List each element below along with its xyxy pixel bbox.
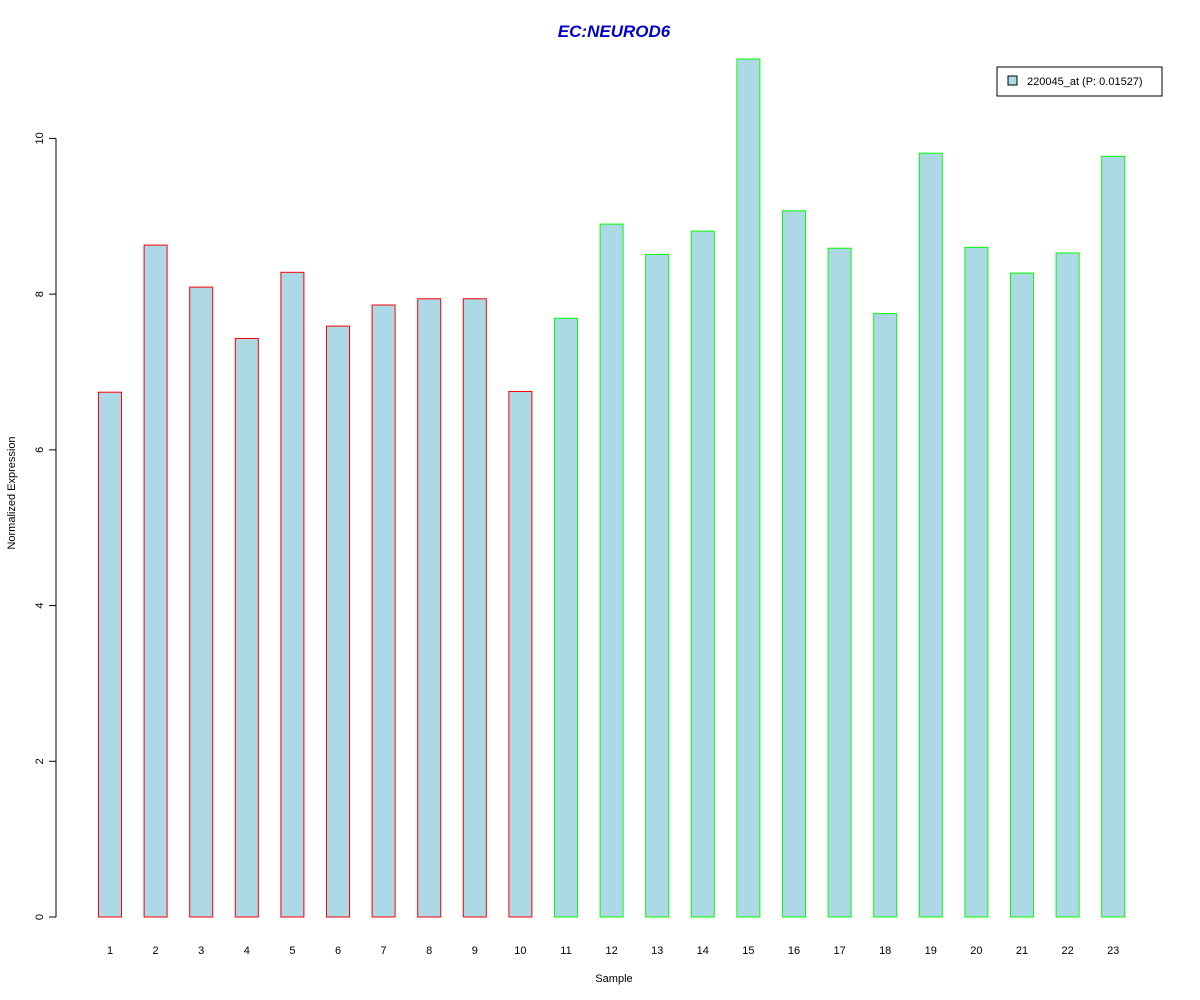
bar-sample-4 [234, 338, 259, 918]
bar-sample-10 [508, 391, 533, 918]
bar-sample-5 [280, 271, 305, 918]
x-tick-label: 2 [153, 945, 159, 957]
x-tick-label: 8 [426, 945, 432, 957]
x-tick-label: 12 [605, 945, 617, 957]
x-tick-label: 22 [1061, 945, 1073, 957]
x-tick-label: 9 [472, 945, 478, 957]
x-tick-label: 19 [925, 945, 937, 957]
x-tick-label: 4 [244, 945, 250, 957]
bars [98, 58, 1126, 918]
chart-title: EC:NEUROD6 [558, 22, 671, 41]
x-tick-label: 6 [335, 945, 341, 957]
bar-sample-13 [645, 253, 670, 918]
y-tick-label: 8 [34, 291, 46, 297]
x-tick-label: 16 [788, 945, 800, 957]
y-tick-label: 2 [34, 758, 46, 764]
bar-sample-14 [690, 230, 715, 918]
bar-sample-1 [98, 391, 122, 918]
bar-sample-2 [143, 244, 168, 918]
x-tick-label: 11 [560, 945, 571, 957]
x-tick-label: 14 [697, 945, 709, 957]
x-tick-label: 10 [514, 945, 526, 957]
x-tick-label: 23 [1107, 945, 1119, 957]
bar-sample-11 [554, 317, 578, 918]
x-tick-label: 15 [742, 945, 754, 957]
x-tick-label: 3 [198, 945, 204, 957]
x-tick-label: 21 [1016, 945, 1028, 957]
y-tick-label: 0 [34, 914, 46, 920]
bar-sample-22 [1055, 252, 1080, 918]
x-tick-label: 13 [651, 945, 663, 957]
y-axis-label: Normalized Expression [6, 436, 18, 549]
bar-sample-17 [827, 247, 852, 918]
legend-box [996, 66, 1163, 97]
bar-sample-8 [417, 298, 442, 918]
legend-swatch [1007, 75, 1018, 86]
bar-sample-15 [736, 58, 761, 918]
bar-sample-7 [371, 304, 396, 918]
bar-sample-19 [918, 152, 943, 918]
bar-sample-3 [189, 286, 214, 918]
x-axis-label: Sample [595, 973, 632, 985]
x-tick-label: 17 [833, 945, 845, 957]
bar-sample-21 [1010, 272, 1034, 918]
y-tick-label: 6 [34, 447, 46, 453]
y-tick-label: 10 [34, 132, 46, 144]
y-axis: 0 2 4 6 8 10 [34, 132, 57, 920]
bar-sample-23 [1101, 155, 1126, 918]
legend: 220045_at (P: 0.01527) [996, 66, 1163, 97]
y-tick-label: 4 [34, 603, 46, 609]
bar-sample-18 [873, 313, 898, 918]
bar-sample-9 [462, 298, 487, 918]
bar-sample-6 [326, 325, 350, 918]
bar-sample-20 [964, 246, 989, 918]
legend-entry: 220045_at (P: 0.01527) [1027, 76, 1143, 88]
bar-sample-12 [599, 223, 624, 918]
x-tick-label: 7 [381, 945, 387, 957]
bar-sample-16 [782, 210, 806, 918]
x-tick-label: 20 [970, 945, 982, 957]
x-tick-labels: 1 2 3 4 5 6 7 8 9 10 11 12 13 14 15 16 17 18 19 20 21 22 23 [107, 945, 1119, 957]
x-tick-label: 5 [289, 945, 295, 957]
x-tick-label: 18 [879, 945, 891, 957]
x-tick-label: 1 [107, 945, 113, 957]
